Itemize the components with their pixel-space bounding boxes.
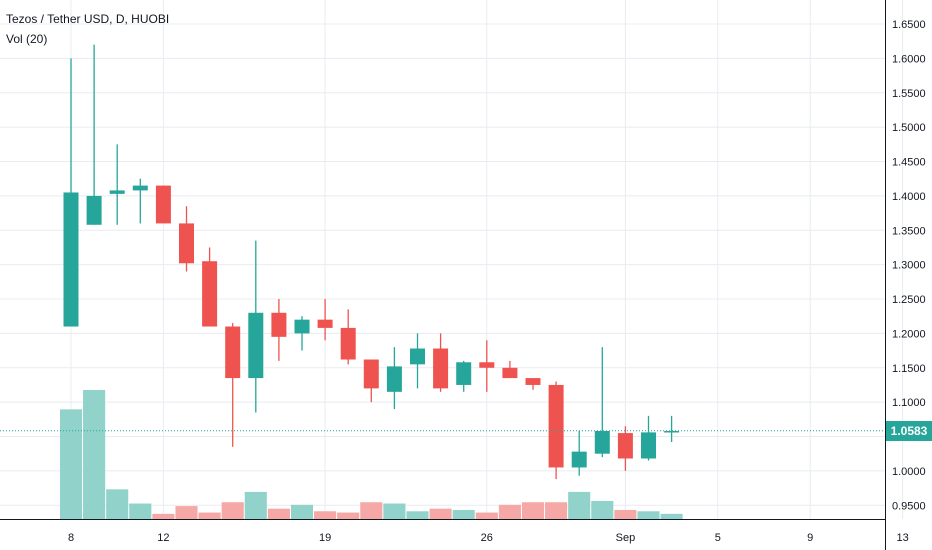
y-tick-label: 1.1000 bbox=[892, 397, 926, 409]
y-tick-label: 1.3000 bbox=[892, 260, 926, 272]
candle-body bbox=[641, 432, 656, 459]
candle-body bbox=[86, 195, 102, 225]
volume-bar bbox=[175, 506, 198, 519]
candle-body bbox=[571, 451, 587, 468]
y-tick-label: 1.2500 bbox=[892, 294, 926, 306]
volume-bar bbox=[429, 508, 452, 519]
candle-body bbox=[340, 327, 356, 360]
candle-body bbox=[363, 359, 379, 389]
volume-bar bbox=[337, 512, 360, 519]
candle-body bbox=[664, 431, 680, 433]
volume-bar bbox=[637, 511, 660, 519]
y-tick-label: 1.0000 bbox=[892, 466, 926, 478]
y-tick-label: 1.4000 bbox=[892, 191, 926, 203]
candle-body bbox=[502, 367, 518, 379]
candle-body bbox=[548, 384, 564, 468]
y-tick-label: 1.5500 bbox=[892, 88, 926, 100]
x-tick-label: Sep bbox=[616, 532, 636, 544]
volume-bar bbox=[383, 503, 406, 519]
candle-body bbox=[132, 185, 148, 191]
grid bbox=[0, 0, 904, 519]
x-tick-label: 26 bbox=[481, 532, 493, 544]
candle-body bbox=[617, 433, 633, 459]
volume-bar bbox=[360, 502, 383, 519]
candle-body bbox=[109, 190, 125, 194]
x-tick-label: 13 bbox=[896, 532, 908, 544]
y-tick-label: 1.3500 bbox=[892, 225, 926, 237]
volume-bar bbox=[106, 489, 129, 519]
volume-bar bbox=[59, 409, 83, 519]
volume-bar bbox=[314, 511, 337, 519]
volume-indicator-label: Vol (20) bbox=[6, 32, 48, 46]
candle-body bbox=[271, 312, 287, 337]
volume-bar bbox=[129, 503, 152, 519]
candle-body bbox=[294, 319, 310, 334]
candle-body bbox=[248, 312, 264, 379]
volume-bar bbox=[545, 502, 568, 519]
volume-bars bbox=[59, 390, 683, 519]
last-price-label: 1.0583 bbox=[886, 420, 932, 441]
y-tick-label: 0.9500 bbox=[892, 500, 926, 512]
x-tick-label: 5 bbox=[715, 532, 721, 544]
volume-bar bbox=[244, 491, 267, 519]
chart-legend: Tezos / Tether USD, D, HUOBI Vol (20) bbox=[6, 9, 169, 49]
x-tick-label: 12 bbox=[157, 532, 169, 544]
candle-body bbox=[386, 366, 402, 392]
candle-body bbox=[155, 185, 171, 224]
candle-body bbox=[225, 326, 241, 379]
volume-bar bbox=[568, 491, 591, 519]
volume-bar bbox=[83, 390, 106, 519]
volume-bar bbox=[452, 509, 475, 519]
volume-bar bbox=[498, 504, 521, 519]
candle-body bbox=[179, 223, 194, 264]
volume-bar bbox=[267, 508, 290, 519]
volume-bar bbox=[475, 512, 498, 519]
candle-body bbox=[479, 362, 495, 368]
volume-bar bbox=[521, 502, 545, 519]
y-tick-label: 1.6500 bbox=[892, 19, 926, 31]
candle-body bbox=[594, 431, 610, 454]
volume-bar bbox=[660, 513, 683, 519]
candle-body bbox=[410, 348, 425, 365]
volume-bar bbox=[614, 509, 637, 519]
volume-bar bbox=[591, 500, 614, 519]
y-tick-label: 1.4500 bbox=[892, 157, 926, 169]
candle-body bbox=[525, 378, 541, 385]
y-tick-label: 1.1500 bbox=[892, 363, 926, 375]
x-tick-label: 9 bbox=[807, 532, 813, 544]
candle-body bbox=[317, 319, 333, 328]
volume-bar bbox=[290, 504, 314, 519]
candle-body bbox=[456, 362, 472, 385]
volume-bar bbox=[152, 513, 175, 519]
candles bbox=[63, 44, 680, 480]
x-tick-label: 19 bbox=[319, 532, 331, 544]
chart-title: Tezos / Tether USD, D, HUOBI bbox=[6, 12, 170, 26]
candle-body bbox=[63, 192, 79, 327]
y-tick-label: 1.6000 bbox=[892, 53, 926, 65]
volume-bar bbox=[406, 511, 429, 519]
y-tick-label: 1.5000 bbox=[892, 122, 926, 134]
y-tick-label: 1.2000 bbox=[892, 328, 926, 340]
volume-bar bbox=[198, 512, 221, 519]
candle-body bbox=[202, 261, 218, 327]
candle-body bbox=[433, 348, 449, 389]
volume-bar bbox=[221, 502, 244, 519]
x-tick-label: 8 bbox=[68, 532, 74, 544]
